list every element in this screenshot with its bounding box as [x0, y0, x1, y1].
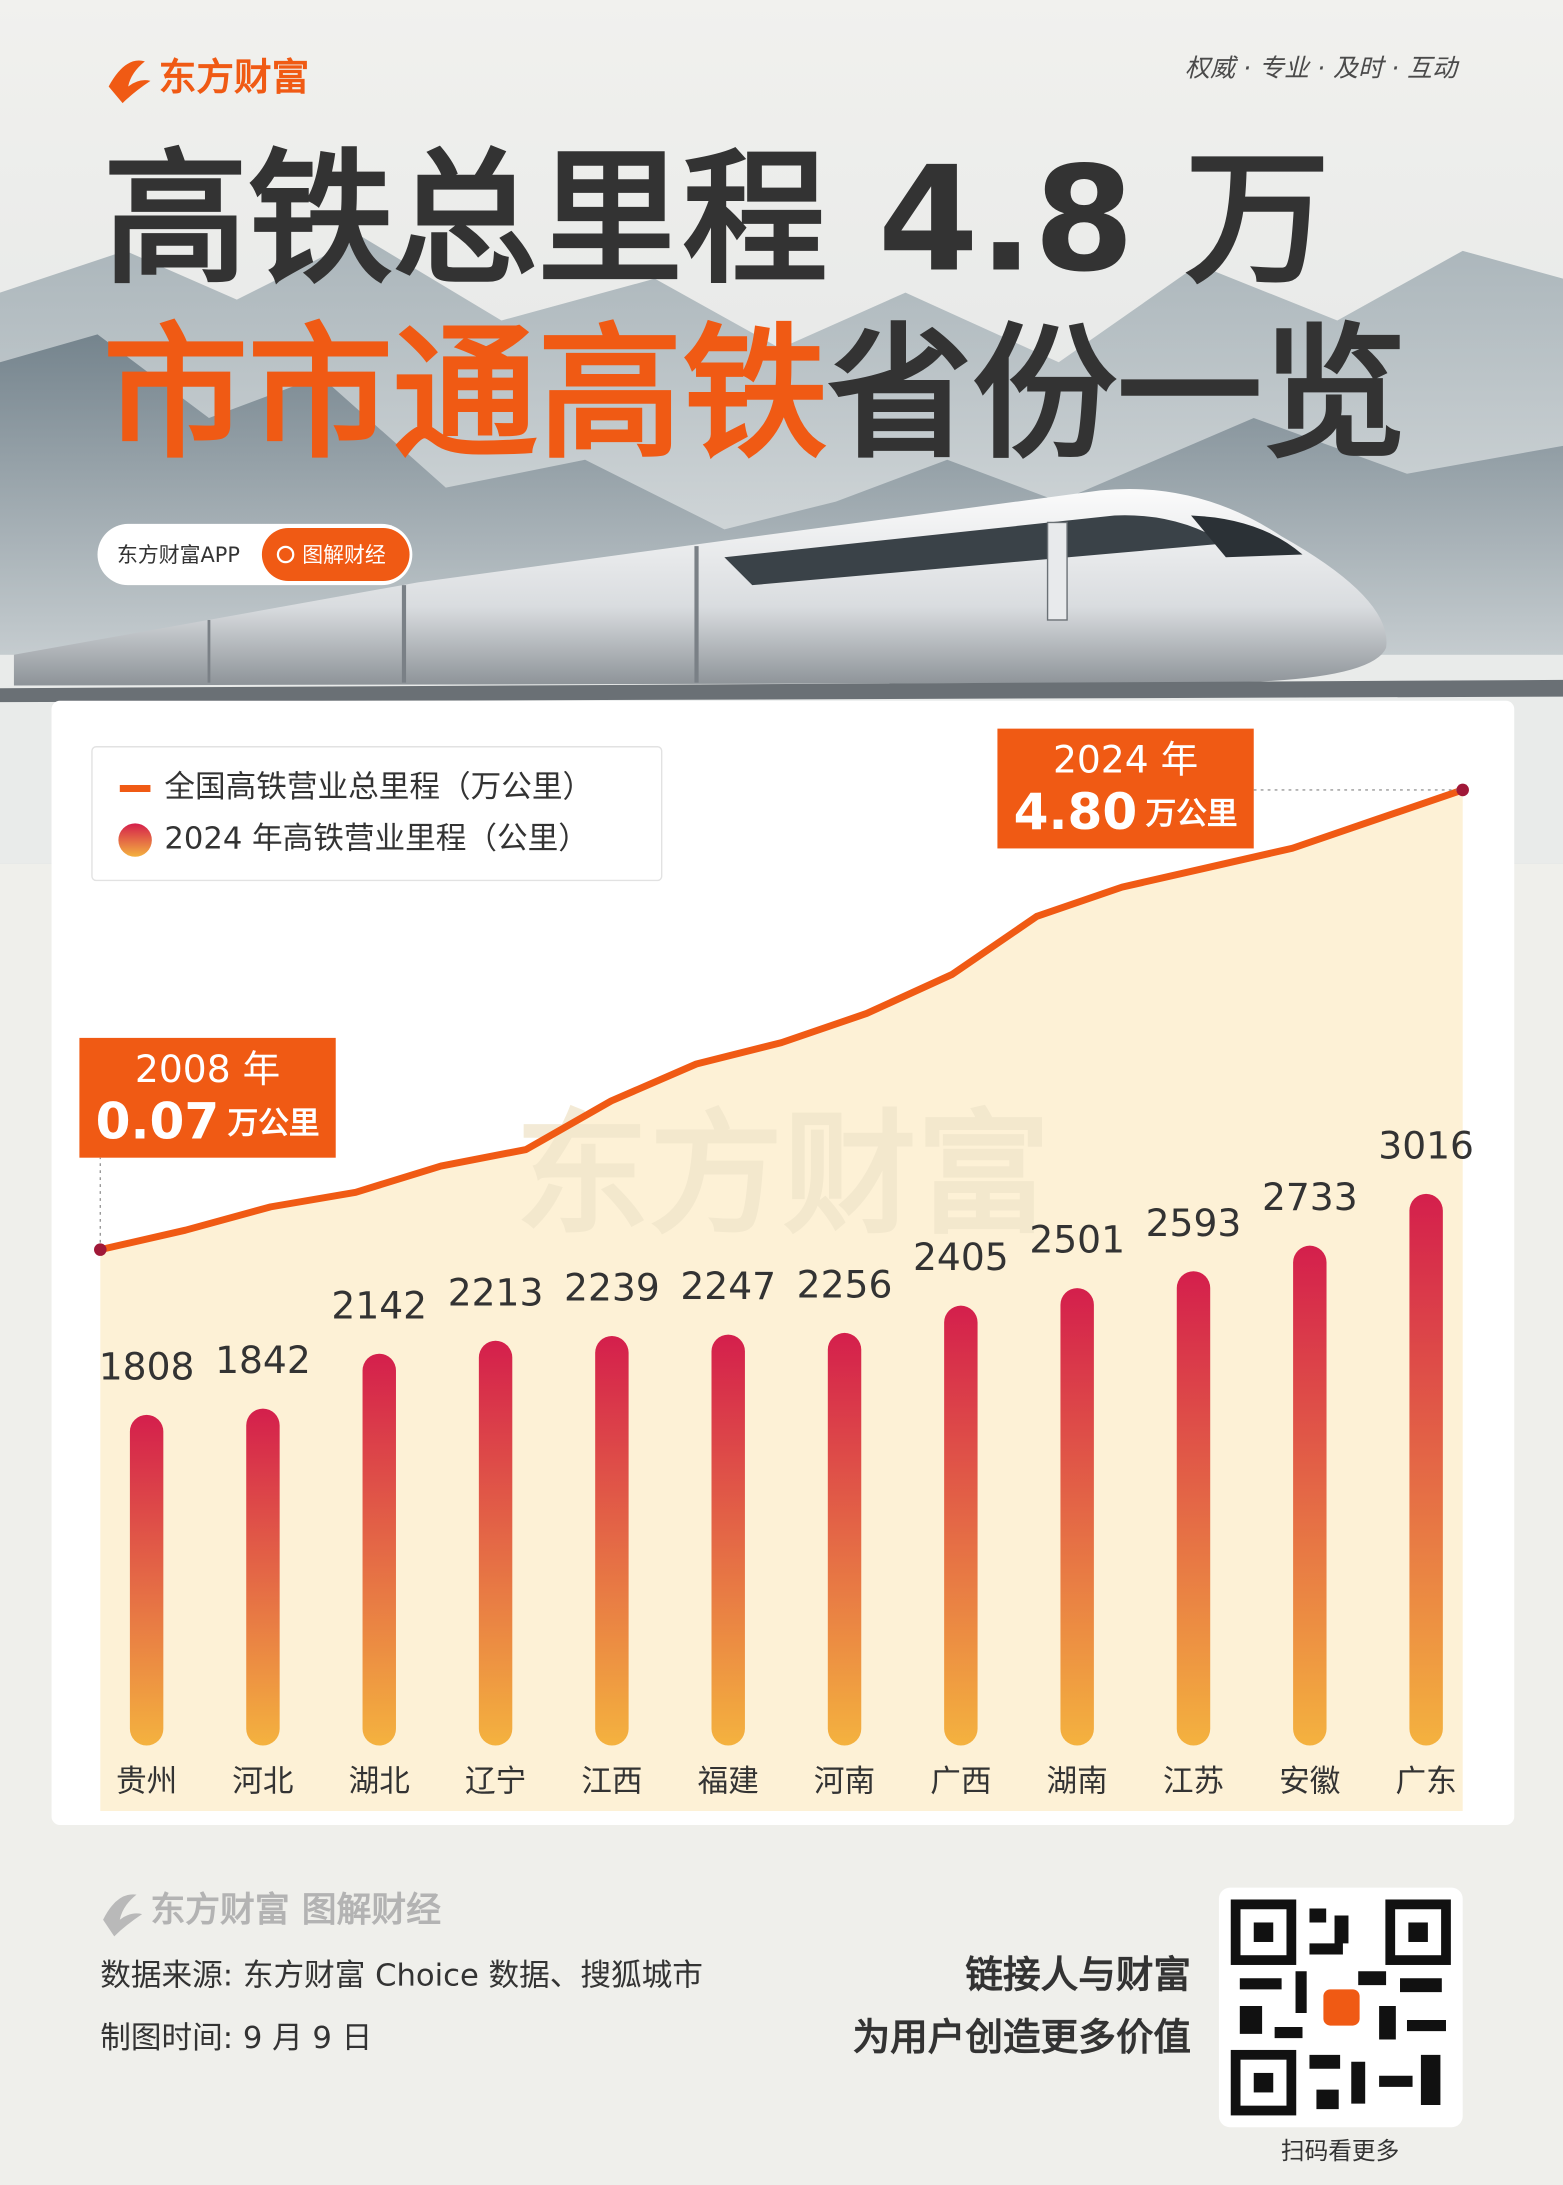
train	[0, 488, 1563, 703]
callout-unit: 万公里	[228, 1106, 320, 1141]
category-label: 辽宁	[465, 1765, 526, 1800]
bar	[1409, 1193, 1443, 1746]
search-icon	[276, 545, 295, 564]
category-label: 贵州	[116, 1765, 177, 1800]
bar	[129, 1414, 164, 1746]
category-label: 广西	[930, 1765, 991, 1800]
category-label: 江西	[581, 1765, 642, 1800]
callout-unit: 万公里	[1146, 797, 1238, 832]
qr-caption: 扫码看更多	[1281, 2137, 1399, 2165]
footer-brand: 东方财富 图解财经	[150, 1889, 441, 1930]
bar	[362, 1353, 396, 1746]
slogan-2: 为用户创造更多价值	[853, 2015, 1191, 2059]
value-label: 2256	[797, 1262, 893, 1306]
qr-code	[1218, 1887, 1463, 2128]
category-label: 河北	[232, 1765, 293, 1800]
callout-year: 2008 年	[135, 1047, 280, 1091]
value-label: 3016	[1378, 1123, 1474, 1167]
column-label: 图解财经	[302, 543, 386, 567]
callout	[997, 728, 1254, 849]
subtitle-highlight: 市市通高铁	[103, 311, 827, 479]
legend-label: 2024 年高铁营业里程（公里）	[164, 822, 589, 857]
legend-label: 全国高铁营业总里程（万公里）	[164, 770, 593, 805]
bar	[595, 1336, 629, 1746]
bar	[246, 1408, 280, 1746]
bar	[1176, 1271, 1211, 1746]
area-layer	[100, 789, 1463, 1812]
value-label: 2405	[913, 1235, 1009, 1279]
category-label: 福建	[698, 1765, 759, 1800]
area	[100, 789, 1463, 1812]
category-label: 广东	[1396, 1765, 1457, 1800]
column-pill	[261, 528, 410, 581]
callout-value: 0.07 万公里	[96, 1091, 320, 1150]
date: 制图时间: 9 月 9 日	[100, 2021, 372, 2056]
category-label: 安徽	[1279, 1765, 1340, 1800]
category-label: 湖南	[1047, 1765, 1108, 1800]
value-label: 2733	[1262, 1175, 1358, 1219]
callout-value: 4.80 万公里	[1014, 782, 1238, 841]
callout-number: 0.07	[96, 1091, 220, 1150]
value-label: 2142	[331, 1283, 427, 1327]
watermark: 东方财富	[515, 1097, 1050, 1253]
subtitle: 市市通高铁省份一览	[103, 311, 1407, 479]
point	[94, 1243, 107, 1256]
line	[99, 786, 1464, 1254]
value-label: 2593	[1146, 1201, 1242, 1245]
bar-layer: 1808 贵州 1842 河北 2142 湖北 2213 辽宁 2239 江西 2247 福建 2256…	[99, 1123, 1474, 1799]
callout-year: 2024 年	[1053, 738, 1198, 782]
app-label: 东方财富APP	[117, 543, 240, 567]
value-label: 2239	[564, 1266, 660, 1310]
point	[1456, 783, 1469, 797]
bar	[827, 1332, 862, 1746]
callout	[79, 1037, 336, 1158]
category-label: 湖北	[349, 1765, 410, 1800]
value-label: 2247	[680, 1264, 776, 1308]
value-label: 2501	[1029, 1218, 1125, 1262]
category-label: 江苏	[1163, 1765, 1224, 1800]
source: 数据来源: 东方财富 Choice 数据、搜狐城市	[100, 1958, 703, 1993]
value-label: 1842	[215, 1338, 311, 1382]
brand: 东方财富	[159, 55, 309, 99]
bar	[1293, 1245, 1327, 1746]
bar	[478, 1340, 513, 1746]
bar	[1060, 1288, 1094, 1746]
bar	[944, 1305, 978, 1746]
title: 高铁总里程 4.8 万	[103, 136, 1330, 304]
footer-logo	[103, 1894, 143, 1937]
legend	[91, 746, 663, 882]
value-label: 1808	[99, 1344, 195, 1388]
slogan-1: 链接人与财富	[965, 1952, 1191, 1996]
legend-dot	[118, 823, 152, 857]
subtitle-rest: 省份一览	[827, 311, 1406, 479]
tagline: 权威 · 专业 · 及时 · 互动	[1185, 54, 1460, 83]
value-label: 2213	[448, 1270, 544, 1314]
brand-logo	[108, 60, 151, 104]
callout-number: 4.80	[1014, 782, 1138, 841]
bar	[711, 1334, 745, 1746]
legend-items: 全国高铁营业总里程（万公里） 2024 年高铁营业里程（公里）	[118, 770, 593, 857]
category-label: 河南	[814, 1765, 875, 1800]
